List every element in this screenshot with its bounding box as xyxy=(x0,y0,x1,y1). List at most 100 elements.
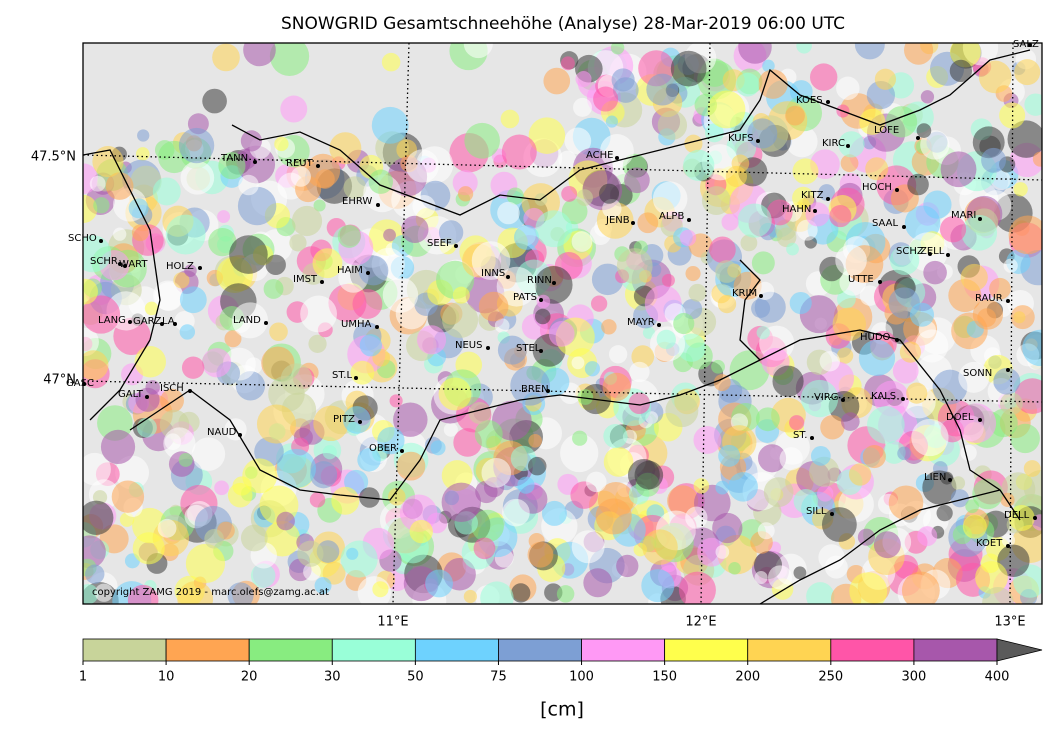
terrain-patch xyxy=(603,447,634,477)
terrain-patch xyxy=(693,478,710,494)
terrain-patch xyxy=(471,241,511,280)
station-dot xyxy=(826,197,830,201)
terrain-patch xyxy=(904,43,934,65)
station-label: REUT xyxy=(286,158,314,169)
terrain-patch xyxy=(754,570,768,585)
terrain-patch xyxy=(975,561,1008,594)
station-dot xyxy=(895,188,899,192)
lon-label: 12°E xyxy=(685,615,716,630)
terrain-patch xyxy=(657,110,688,140)
station-label: ST.L xyxy=(332,370,352,381)
terrain-patch xyxy=(83,500,114,535)
terrain-patch xyxy=(154,282,184,311)
terrain-patch xyxy=(113,227,127,241)
terrain-patch xyxy=(572,430,588,446)
terrain-patch xyxy=(310,461,338,489)
lat-label: 47.5°N xyxy=(31,150,76,165)
terrain-patch xyxy=(313,405,349,442)
terrain-patch xyxy=(157,518,177,538)
lon-label: 13°E xyxy=(994,615,1025,630)
station-label: ZELL xyxy=(920,246,945,257)
terrain-patch xyxy=(165,214,206,255)
terrain-patch xyxy=(180,160,215,195)
terrain-patch xyxy=(889,245,920,275)
station-dot xyxy=(316,164,320,168)
terrain-patch xyxy=(280,95,308,123)
terrain-patch xyxy=(584,361,600,377)
terrain-patch xyxy=(527,541,554,568)
terrain-patch xyxy=(340,540,378,578)
station-label: WART xyxy=(119,259,148,270)
station-label: SALZ xyxy=(1013,39,1039,50)
station-dot xyxy=(948,478,952,482)
terrain-patch xyxy=(561,185,578,202)
terrain-patch xyxy=(586,471,607,493)
terrain-patch xyxy=(269,322,288,342)
terrain-patch xyxy=(337,224,361,248)
terrain-patch xyxy=(685,265,701,282)
station-dot xyxy=(631,221,635,225)
terrain-patch xyxy=(497,201,520,225)
terrain-patch xyxy=(409,519,433,544)
terrain-patch xyxy=(541,500,567,526)
terrain-patch xyxy=(502,498,530,527)
terrain-patch xyxy=(751,298,771,318)
terrain-patch xyxy=(725,165,748,188)
station-dot xyxy=(400,449,404,453)
terrain-patch xyxy=(824,555,848,579)
station-dot xyxy=(539,349,543,353)
terrain-patch xyxy=(605,115,618,128)
terrain-patch xyxy=(303,562,321,581)
terrain-patch xyxy=(789,415,805,431)
terrain-patch xyxy=(911,418,949,457)
terrain-patch xyxy=(443,422,458,437)
station-dot xyxy=(1033,516,1037,520)
terrain-patch xyxy=(684,134,703,153)
terrain-patch xyxy=(269,43,310,76)
station-dot xyxy=(846,144,850,148)
terrain-patch xyxy=(678,571,716,604)
terrain-patch xyxy=(713,374,731,392)
station-label: HOCH xyxy=(862,182,892,193)
terrain-patch xyxy=(715,480,730,495)
station-dot xyxy=(358,420,362,424)
terrain-patch xyxy=(396,451,426,481)
terrain-patch xyxy=(494,318,510,334)
station-label: SILL xyxy=(806,506,827,517)
terrain-patch xyxy=(656,329,676,350)
terrain-patch xyxy=(331,486,360,515)
terrain-patch xyxy=(810,446,831,466)
terrain-patch xyxy=(83,295,121,334)
colorbar-tick-label: 200 xyxy=(735,670,760,685)
terrain-patch xyxy=(534,308,551,325)
terrain-patch xyxy=(616,248,653,284)
title: SNOWGRID Gesamtschneehöhe (Analyse) 28-M… xyxy=(281,14,845,34)
terrain-patch xyxy=(707,90,746,129)
terrain-patch xyxy=(227,482,253,508)
terrain-patch xyxy=(343,176,367,200)
terrain-patch xyxy=(821,507,857,542)
station-label: PITZ xyxy=(333,414,355,425)
terrain-patch xyxy=(315,169,335,189)
terrain-patch xyxy=(923,190,952,219)
terrain-patch xyxy=(949,59,973,83)
terrain-patch xyxy=(915,329,949,363)
station-dot xyxy=(160,322,164,326)
terrain-patch xyxy=(425,569,453,598)
terrain-patch xyxy=(907,173,929,196)
station-label: KOET xyxy=(976,538,1003,549)
terrain-patch xyxy=(809,63,838,91)
terrain-patch xyxy=(1003,258,1018,273)
terrain-patch xyxy=(962,514,987,539)
terrain-patch xyxy=(849,572,888,604)
terrain-patch xyxy=(628,392,650,415)
station-dot xyxy=(946,253,950,257)
station-label: HAIM xyxy=(337,265,363,276)
colorbar-segment xyxy=(830,638,915,662)
terrain-patch xyxy=(892,357,919,384)
terrain-patch xyxy=(939,216,967,243)
terrain-patch xyxy=(83,583,99,604)
terrain-patch xyxy=(300,295,337,333)
terrain-patch xyxy=(936,504,953,522)
terrain-patch xyxy=(624,167,650,194)
